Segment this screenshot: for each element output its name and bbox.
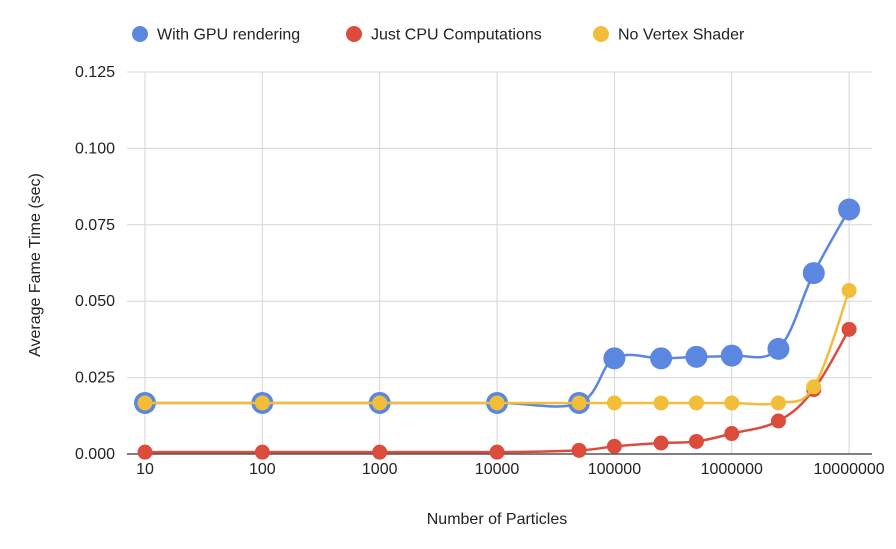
data-point (685, 345, 708, 368)
data-point (137, 444, 153, 460)
x-tick-label: 1000 (362, 461, 398, 478)
legend-label: No Vertex Shader (618, 27, 745, 44)
data-point (653, 435, 669, 451)
data-point (841, 283, 857, 299)
legend-marker (346, 26, 362, 42)
x-tick-label: 10000 (475, 461, 520, 478)
data-point (650, 347, 673, 370)
data-point (653, 395, 669, 411)
y-tick-label: 0.100 (75, 140, 115, 157)
x-tick-label: 1000000 (701, 461, 763, 478)
data-point (489, 444, 505, 460)
data-point (372, 395, 388, 411)
legend-marker (593, 26, 609, 42)
data-point (841, 321, 857, 337)
data-point (770, 395, 786, 411)
data-point (571, 442, 587, 458)
data-point (606, 395, 622, 411)
y-axis-title: Average Fame Time (sec) (27, 173, 44, 357)
y-tick-label: 0.050 (75, 293, 115, 310)
data-point (489, 395, 505, 411)
data-point (137, 395, 153, 411)
series-1 (137, 321, 857, 460)
data-point (571, 395, 587, 411)
data-point (688, 395, 704, 411)
x-tick-label: 100000 (588, 461, 641, 478)
data-point (802, 262, 825, 285)
legend-item: No Vertex Shader (593, 26, 745, 44)
legend-item: Just CPU Computations (346, 26, 542, 44)
y-tick-label: 0.125 (75, 64, 115, 81)
data-point (767, 337, 790, 360)
series-2 (137, 283, 857, 411)
data-point (806, 379, 822, 395)
data-point (688, 433, 704, 449)
x-tick-label: 100 (249, 461, 276, 478)
data-point (720, 344, 743, 367)
data-point (770, 413, 786, 429)
x-axis-title: Number of Particles (427, 511, 568, 528)
data-point (724, 426, 740, 442)
data-point (254, 395, 270, 411)
legend-item: With GPU rendering (132, 26, 300, 44)
y-tick-label: 0.075 (75, 217, 115, 234)
series-layer (134, 198, 861, 460)
data-point (724, 395, 740, 411)
x-tick-label: 10 (136, 461, 154, 478)
data-point (254, 444, 270, 460)
data-point (372, 444, 388, 460)
legend-label: With GPU rendering (157, 27, 300, 44)
data-point (606, 438, 622, 454)
axes: 0.000 0.025 0.050 0.075 0.100 0.125 10 100 1000 1… (75, 64, 885, 478)
gridlines (127, 71, 872, 454)
y-tick-label: 0.000 (75, 446, 115, 463)
y-tick-label: 0.025 (75, 370, 115, 387)
data-point (838, 198, 861, 221)
legend-label: Just CPU Computations (371, 27, 542, 44)
data-point (603, 347, 626, 370)
legend: With GPU rendering Just CPU Computations N… (132, 26, 745, 44)
legend-marker (132, 26, 148, 42)
x-tick-label: 10000000 (814, 461, 885, 478)
